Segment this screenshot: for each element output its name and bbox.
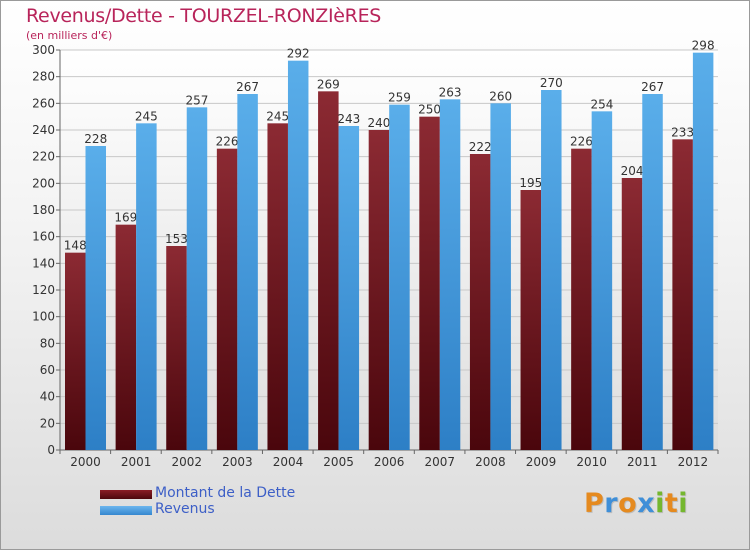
y-tick-label: 40 [40, 390, 55, 404]
x-tick-label: 2011 [627, 455, 658, 469]
proxiti-logo: Proxiti [584, 488, 688, 519]
bar-revenus [490, 103, 511, 450]
y-tick-label: 0 [47, 443, 55, 457]
bar-dette [115, 224, 137, 450]
bar-revenus [237, 94, 258, 450]
data-label-dette: 233 [671, 125, 694, 139]
y-tick-label: 160 [32, 230, 55, 244]
data-label-revenus: 245 [135, 109, 158, 123]
logo-letter: i [655, 488, 665, 519]
bar-dette [166, 246, 187, 450]
legend-label-dette: Montant de la Dette [155, 485, 296, 501]
legend-swatch-dette [100, 490, 152, 499]
y-tick-label: 20 [40, 416, 55, 430]
data-label-revenus: 259 [388, 91, 411, 105]
x-tick-label: 2007 [425, 455, 456, 469]
bar-revenus [692, 52, 714, 451]
bar-revenus [186, 107, 208, 450]
x-tick-label: 2003 [222, 455, 253, 469]
legend-label-revenus: Revenus [155, 501, 215, 517]
bar-dette [520, 190, 542, 450]
y-tick-label: 180 [32, 203, 55, 217]
bar-dette [672, 139, 693, 451]
chart-title: Revenus/Dette - TOURZEL-RONZIèRES [26, 5, 382, 27]
y-tick-label: 100 [32, 310, 55, 324]
y-tick-label: 280 [32, 70, 55, 84]
data-label-revenus: 298 [692, 39, 715, 53]
y-tick-label: 300 [32, 43, 55, 57]
data-label-dette: 226 [570, 135, 593, 149]
bar-dette [419, 116, 440, 451]
data-label-revenus: 254 [590, 97, 613, 111]
data-label-dette: 204 [621, 164, 644, 178]
data-label-dette: 269 [317, 77, 340, 91]
x-tick-label: 2009 [526, 455, 557, 469]
y-tick-label: 260 [32, 96, 55, 110]
bar-dette [368, 130, 390, 450]
x-tick-label: 2010 [576, 455, 607, 469]
data-label-dette: 222 [469, 140, 492, 154]
data-label-dette: 250 [418, 103, 441, 117]
x-tick-label: 2008 [475, 455, 506, 469]
data-label-revenus: 260 [489, 89, 512, 103]
x-tick-label: 2006 [374, 455, 405, 469]
data-label-revenus: 292 [287, 47, 310, 61]
logo-letter: r [604, 488, 619, 519]
bar-dette [571, 148, 592, 450]
bar-dette [621, 178, 643, 450]
bar-dette [267, 123, 288, 450]
y-tick-label: 240 [32, 123, 55, 137]
data-label-dette: 245 [266, 109, 289, 123]
data-label-revenus: 243 [337, 112, 360, 126]
data-label-dette: 153 [165, 232, 188, 246]
y-tick-label: 120 [32, 283, 55, 297]
logo-letter: o [618, 488, 638, 519]
data-label-dette: 240 [367, 116, 390, 130]
bar-dette [216, 148, 238, 450]
data-label-revenus: 270 [540, 76, 563, 90]
x-tick-label: 2012 [678, 455, 709, 469]
y-tick-label: 140 [32, 256, 55, 270]
data-label-dette: 195 [519, 176, 542, 190]
bar-revenus [85, 146, 106, 450]
data-label-revenus: 267 [236, 80, 259, 94]
logo-letter: x [637, 488, 656, 519]
data-label-revenus: 257 [186, 93, 209, 107]
data-label-revenus: 267 [641, 80, 664, 94]
x-tick-label: 2004 [273, 455, 304, 469]
bar-revenus [338, 126, 360, 450]
bar-revenus [136, 123, 157, 450]
bar-dette [318, 91, 339, 450]
data-label-revenus: 263 [439, 85, 462, 99]
data-label-revenus: 228 [84, 132, 107, 146]
logo-letter: P [584, 488, 605, 519]
chart-subtitle: (en milliers d'€) [26, 29, 113, 42]
data-label-dette: 148 [64, 239, 87, 253]
x-tick-label: 2000 [70, 455, 101, 469]
logo-letter: t [664, 488, 679, 519]
y-tick-label: 80 [40, 336, 55, 350]
x-tick-label: 2005 [323, 455, 354, 469]
bar-revenus [287, 60, 309, 451]
data-label-dette: 226 [216, 135, 239, 149]
legend-swatch-revenus [100, 506, 152, 515]
data-label-dette: 169 [114, 211, 137, 225]
logo-letter: i [678, 488, 689, 519]
y-tick-label: 60 [40, 363, 55, 377]
y-tick-label: 220 [32, 150, 55, 164]
x-tick-label: 2002 [171, 455, 202, 469]
bar-dette [469, 154, 491, 450]
x-tick-label: 2001 [121, 455, 152, 469]
bar-dette [65, 252, 86, 450]
bar-revenus [642, 94, 663, 450]
bar-revenus [439, 99, 461, 450]
bar-revenus [389, 104, 410, 451]
y-tick-label: 200 [32, 176, 55, 190]
bar-revenus [591, 111, 613, 450]
bar-revenus [541, 90, 562, 450]
